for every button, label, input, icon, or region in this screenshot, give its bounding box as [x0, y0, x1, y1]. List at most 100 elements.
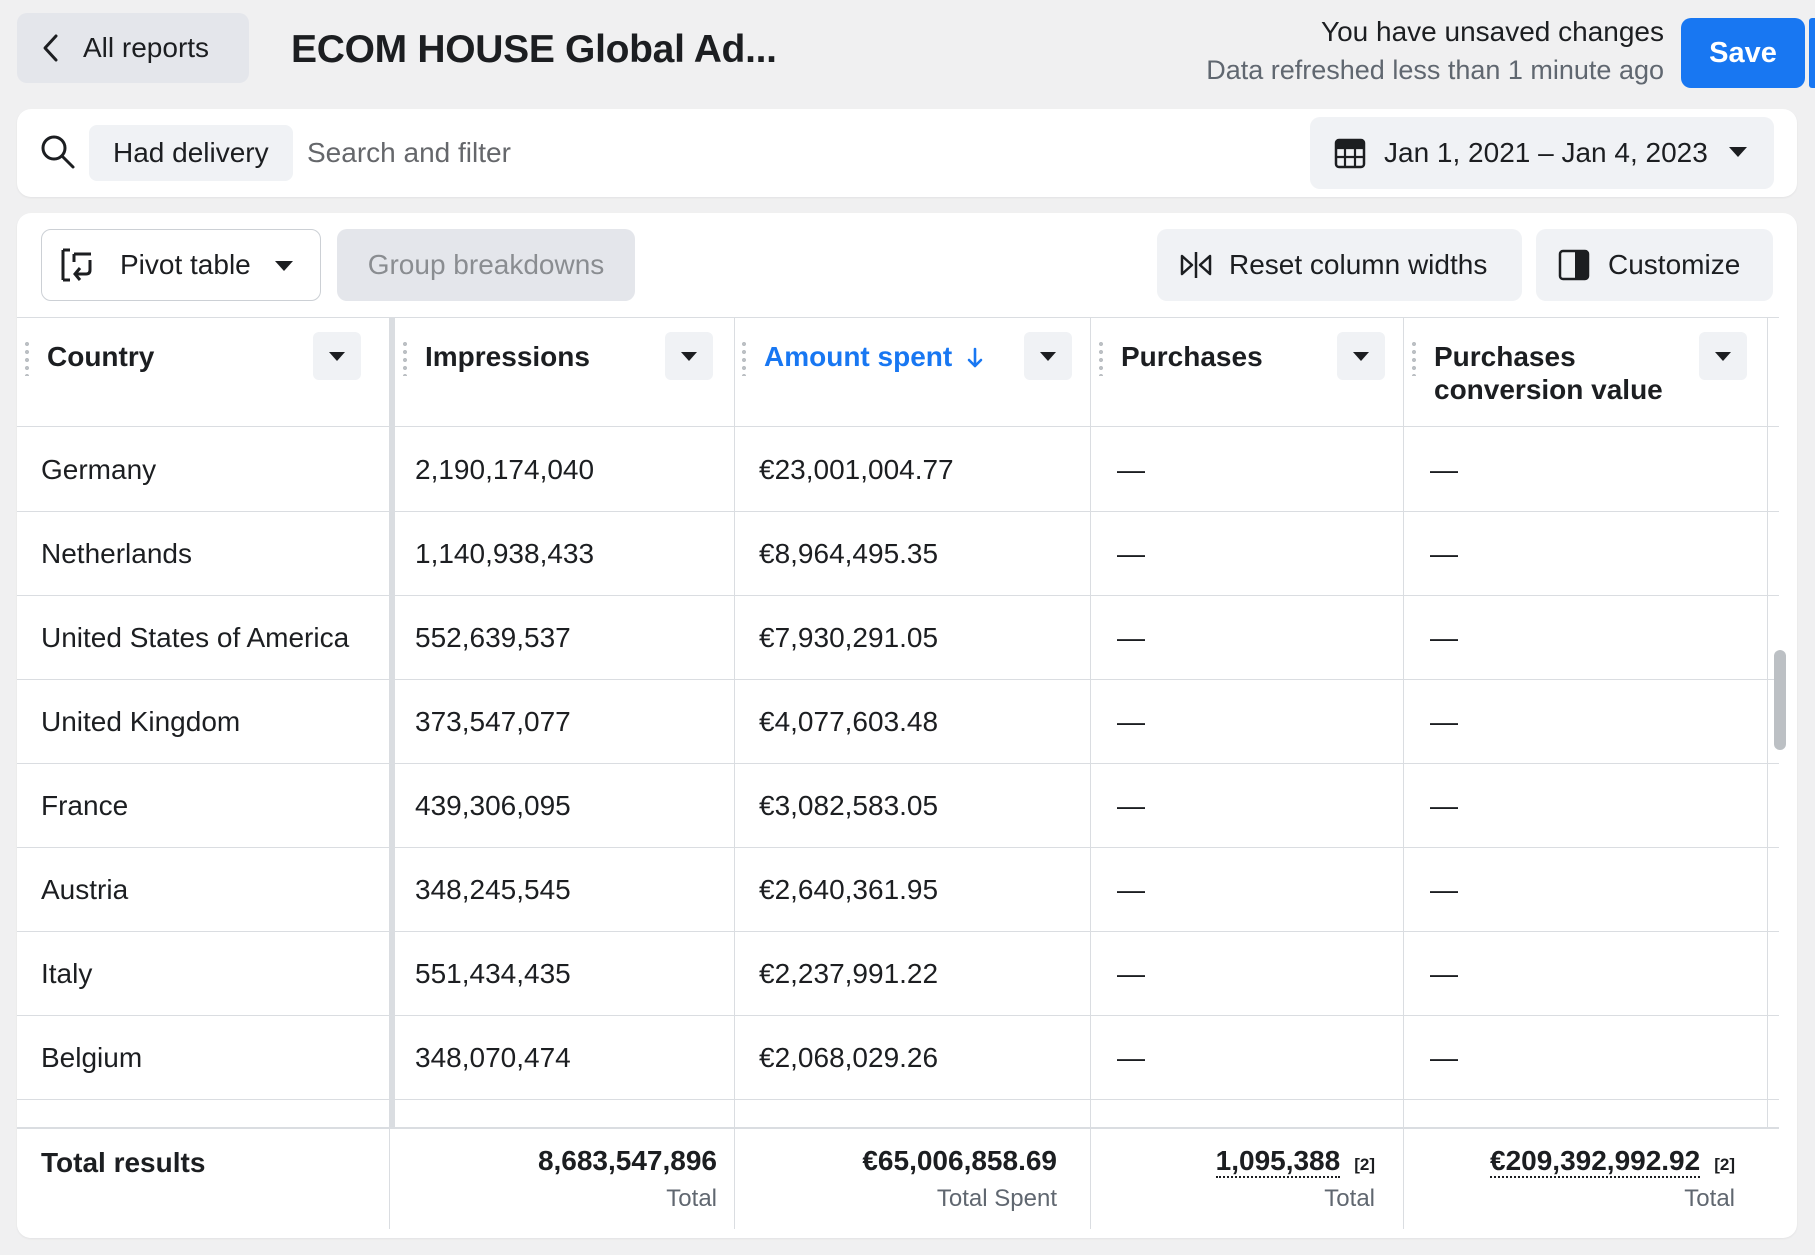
total-results-row: Total results 8,683,547,896 Total €65,00… [17, 1127, 1779, 1238]
search-input[interactable] [307, 127, 1007, 179]
column-divider [1767, 317, 1768, 1129]
group-breakdowns-button[interactable]: Group breakdowns [337, 229, 635, 301]
column-header-impressions[interactable]: Impressions [395, 318, 733, 428]
all-reports-label: All reports [83, 32, 210, 63]
cell-impressions: 373,547,077 [415, 706, 571, 737]
total-conversion-value[interactable]: €209,392,992.92 [2] [1490, 1145, 1735, 1178]
table-row[interactable]: United States of America 552,639,537 €7,93… [17, 596, 1779, 680]
cell-impressions: 1,140,938,433 [415, 538, 595, 569]
frozen-column-divider[interactable] [389, 317, 395, 1129]
column-menu-button[interactable] [1024, 332, 1072, 380]
cell-conversion-value: — [1430, 874, 1458, 905]
cell-amount-spent: €2,237,991.22 [759, 958, 939, 989]
cell-country: Italy [41, 958, 93, 989]
cell-conversion-value: — [1430, 1042, 1458, 1073]
cell-amount-spent: €7,930,291.05 [759, 622, 939, 653]
total-amount-spent: €65,006,858.69 [862, 1145, 1057, 1176]
cell-conversion-value: — [1430, 622, 1458, 653]
table-row[interactable]: France 439,306,095 €3,082,583.05 — — [17, 764, 1779, 848]
customize-button[interactable]: Customize [1536, 229, 1773, 301]
drag-handle-icon[interactable] [1099, 340, 1103, 376]
caret-down-icon [1715, 352, 1731, 361]
column-header-purchases[interactable]: Purchases [1091, 318, 1403, 428]
cell-amount-spent: €8,964,495.35 [759, 538, 939, 569]
cell-country: Belgium [41, 1042, 143, 1073]
cell-purchases: — [1117, 538, 1145, 569]
had-delivery-filter-chip[interactable]: Had delivery [89, 125, 293, 181]
column-divider [1403, 317, 1404, 1129]
reset-column-widths-label: Reset column widths [1229, 249, 1488, 280]
caret-down-icon [681, 352, 697, 361]
table-row[interactable]: United Kingdom 373,547,077 €4,077,603.48 — — [17, 680, 1779, 764]
calendar-icon [1334, 138, 1366, 169]
cell-purchases: — [1117, 874, 1145, 905]
save-status: You have unsaved changes Data refreshed … [1206, 14, 1664, 90]
total-conversion-value-caption: Total [1684, 1185, 1735, 1212]
column-divider [389, 1129, 390, 1229]
all-reports-button[interactable]: All reports [17, 13, 249, 83]
total-results-label: Total results [41, 1147, 206, 1178]
drag-handle-icon[interactable] [1412, 340, 1416, 376]
total-purchases[interactable]: 1,095,388 [2] [1215, 1145, 1375, 1178]
date-range-label: Jan 1, 2021 – Jan 4, 2023 [1384, 137, 1708, 168]
refresh-status-text: Data refreshed less than 1 minute ago [1206, 55, 1664, 85]
cell-purchases: — [1117, 622, 1145, 653]
total-impressions-caption: Total [666, 1185, 717, 1212]
cell-conversion-value: — [1430, 454, 1458, 485]
column-header-purchases-conversion-value[interactable]: Purchases conversion value [1404, 318, 1766, 428]
column-menu-button[interactable] [665, 332, 713, 380]
cell-conversion-value: — [1430, 538, 1458, 569]
save-split-button-edge[interactable] [1809, 18, 1815, 88]
total-conversion-value-value[interactable]: €209,392,992.92 [1490, 1145, 1701, 1178]
column-menu-button[interactable] [1337, 332, 1385, 380]
column-divider [734, 1129, 735, 1229]
table-row[interactable]: Italy 551,434,435 €2,237,991.22 — — [17, 932, 1779, 1016]
cell-impressions: 348,245,545 [415, 874, 571, 905]
caret-down-icon [1729, 147, 1747, 157]
column-title-line: conversion value [1434, 374, 1663, 405]
cell-purchases: — [1117, 958, 1145, 989]
date-range-picker[interactable]: Jan 1, 2021 – Jan 4, 2023 [1310, 117, 1774, 189]
caret-down-icon [275, 261, 293, 271]
column-title: Purchases [1121, 341, 1263, 372]
pivot-table-dropdown[interactable]: Pivot table [41, 229, 321, 301]
cell-impressions: 439,306,095 [415, 790, 571, 821]
cell-amount-spent: €2,640,361.95 [759, 874, 939, 905]
total-purchases-value[interactable]: 1,095,388 [1215, 1145, 1341, 1178]
vertical-scrollbar[interactable] [1774, 650, 1786, 750]
column-header-amount-spent[interactable]: Amount spent [734, 318, 1090, 428]
column-title: Amount spent [764, 340, 984, 373]
drag-handle-icon[interactable] [742, 340, 746, 376]
cell-country: France [41, 790, 129, 821]
column-header-country[interactable]: Country [17, 318, 389, 428]
drag-handle-icon[interactable] [25, 340, 29, 376]
cell-amount-spent: €4,077,603.48 [759, 706, 939, 737]
table-row[interactable]: Austria 348,245,545 €2,640,361.95 — — [17, 848, 1779, 932]
cell-country: Austria [41, 874, 129, 905]
column-divider [1090, 317, 1091, 1129]
filter-bar: Had delivery Jan 1, 2021 – Jan 4, 2023 [17, 109, 1797, 197]
footnote-marker[interactable]: [2] [1714, 1155, 1735, 1174]
top-bar: All reports ECOM HOUSE Global Ad... You … [0, 0, 1815, 105]
cell-purchases: — [1117, 790, 1145, 821]
drag-handle-icon[interactable] [403, 340, 407, 376]
column-title-text: Amount spent [764, 341, 953, 372]
table-row[interactable]: Belgium 348,070,474 €2,068,029.26 — — [17, 1016, 1779, 1100]
column-menu-button[interactable] [313, 332, 361, 380]
cell-impressions: 552,639,537 [415, 622, 571, 653]
reset-column-widths-button[interactable]: Reset column widths [1157, 229, 1522, 301]
table-row[interactable]: Netherlands 1,140,938,433 €8,964,495.35 — — [17, 512, 1779, 596]
caret-down-icon [1040, 352, 1056, 361]
unsaved-changes-text: You have unsaved changes [1320, 16, 1664, 47]
column-title: Country [47, 341, 155, 372]
cell-amount-spent: €3,082,583.05 [759, 790, 939, 821]
footnote-marker[interactable]: [2] [1354, 1155, 1375, 1174]
customize-label: Customize [1608, 249, 1741, 280]
report-title: ECOM HOUSE Global Ad... [291, 28, 777, 71]
chevron-left-icon [43, 34, 58, 62]
column-menu-button[interactable] [1699, 332, 1747, 380]
save-button[interactable]: Save [1681, 18, 1805, 88]
cell-country: Germany [41, 454, 157, 485]
table-row[interactable]: Germany 2,190,174,040 €23,001,004.77 — — [17, 428, 1779, 512]
pivot-icon [61, 248, 92, 282]
